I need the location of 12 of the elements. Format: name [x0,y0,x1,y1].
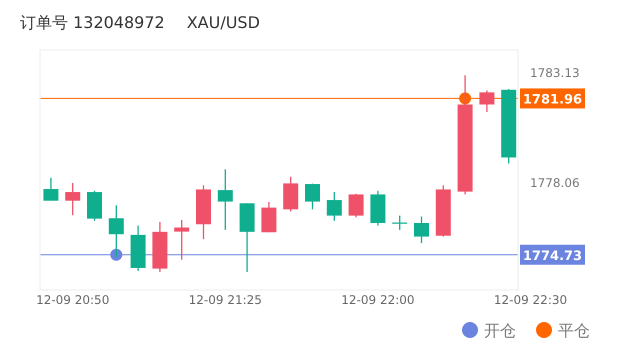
ref-line-label: 1774.73 [522,248,582,264]
ref-line-label: 1781.96 [522,92,582,108]
y-tick-label: 1778.06 [530,176,580,190]
x-tick-label: 12-09 20:50 [36,293,110,307]
legend-label: 开仓 [484,321,516,340]
legend-label: 平仓 [558,321,590,340]
chart-title: 订单号 132048972 [20,13,165,32]
chart-subtitle: XAU/USD [186,13,260,32]
x-tick-label: 12-09 21:25 [188,293,262,307]
x-tick-label: 12-09 22:30 [494,293,568,307]
x-tick-label: 12-09 22:00 [341,293,415,307]
y-tick-label: 1783.13 [530,66,580,80]
